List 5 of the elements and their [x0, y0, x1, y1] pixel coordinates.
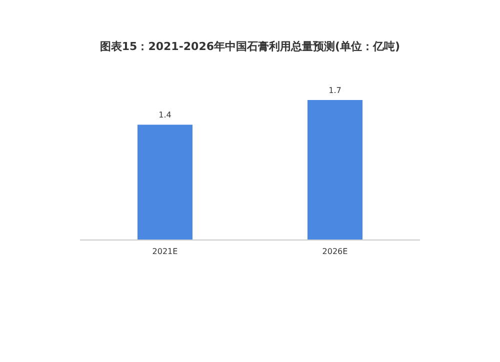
data-label: 1.4 [158, 110, 172, 120]
x-tick-label: 2021E [152, 247, 178, 256]
chart-title: 图表15：2021-2026年中国石膏利用总量预测(单位：亿吨) [100, 40, 400, 53]
x-tick-label: 2026E [322, 247, 348, 256]
data-label: 1.7 [328, 86, 342, 95]
